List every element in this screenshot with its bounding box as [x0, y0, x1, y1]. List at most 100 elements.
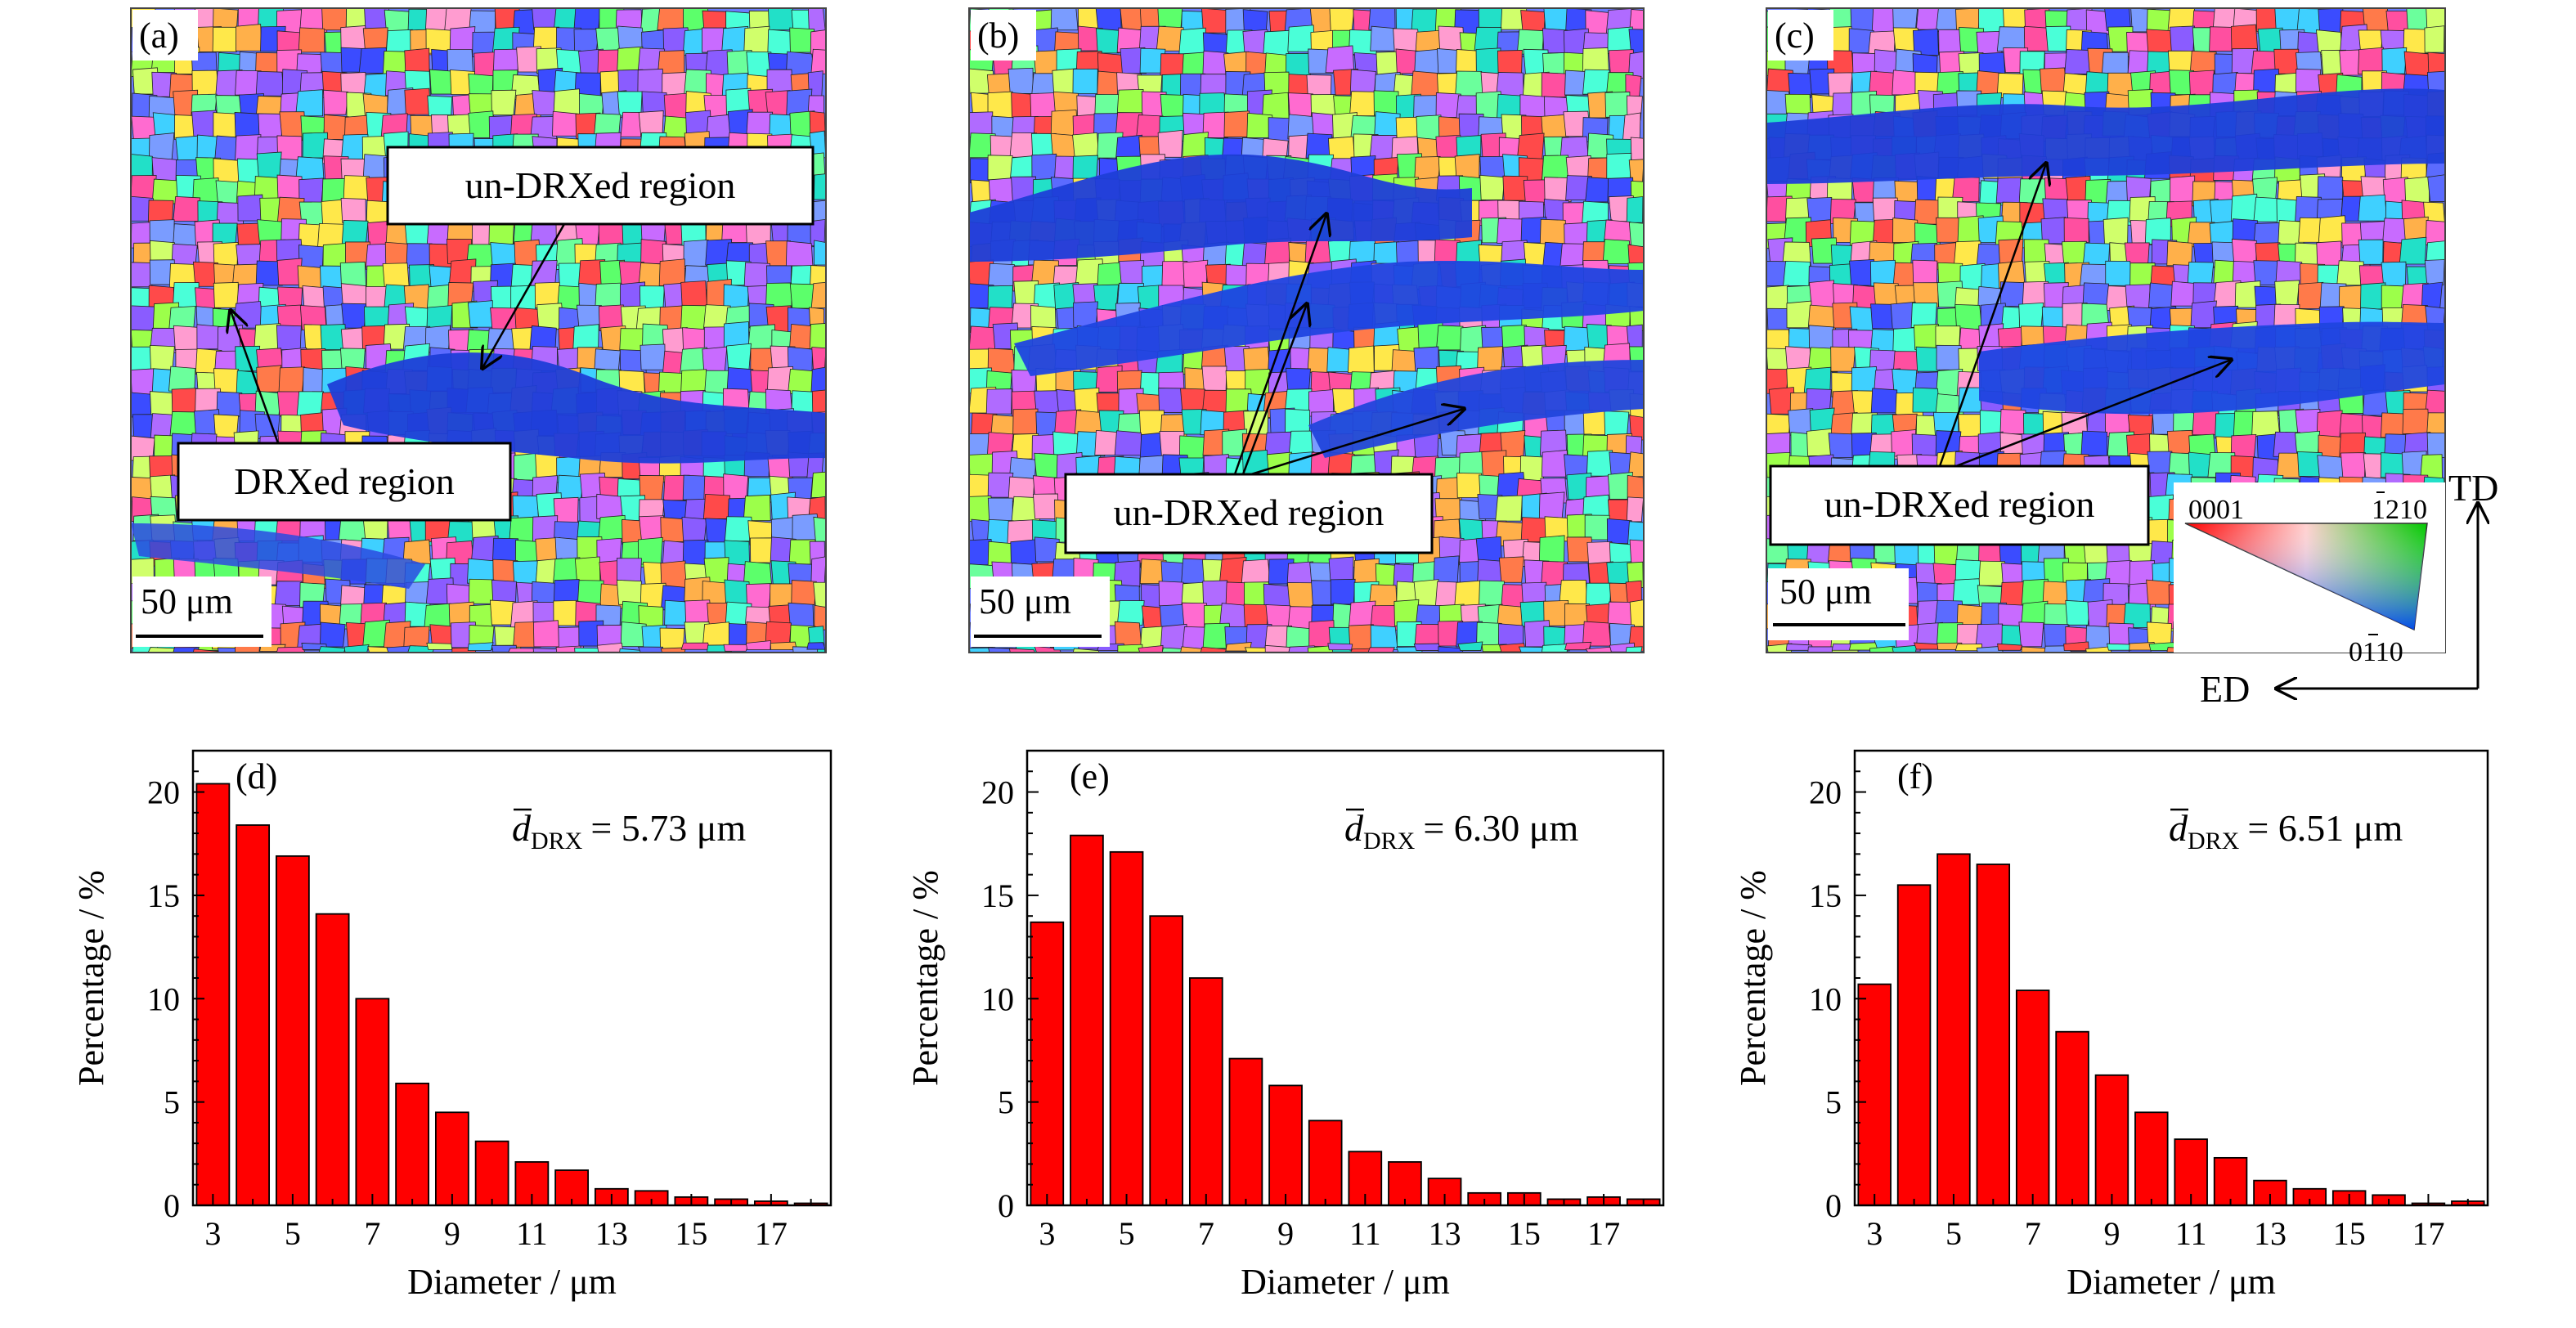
x-tick-label: 5 [285, 1215, 301, 1252]
map-overlay-c: (c) 50 μm un-DRXed region [1766, 7, 2446, 653]
bar-d-4 [236, 824, 271, 1206]
bar-e-10 [1308, 1119, 1343, 1206]
y-axis-label: Percentage / % [71, 870, 111, 1086]
ipf-corner-1210: 1210 [2372, 495, 2427, 525]
bar-e-6 [1149, 915, 1184, 1206]
x-tick-label: 13 [2254, 1215, 2287, 1252]
bar-f-12 [2213, 1156, 2248, 1206]
ebsd-map-a [130, 7, 827, 653]
callout-box-a2 [177, 442, 512, 522]
x-tick-label: 13 [595, 1215, 628, 1252]
y-tick-label: 20 [147, 774, 180, 811]
bar-d-10 [474, 1140, 509, 1206]
bar-e-4 [1070, 834, 1104, 1206]
un-drxed-band-a [131, 352, 826, 589]
callout-text-a2: DRXed region [234, 460, 455, 502]
histogram-e: 3 5 7 9 11 13 15 17 0 5 10 15 20 Diameter / μm Percent… [905, 749, 1665, 1302]
ipf-corner-0001: 0001 [2188, 495, 2244, 525]
map-label-b: (b) [977, 16, 1019, 56]
bar-e-12 [1388, 1161, 1422, 1206]
scale-bar-label-a: 50 μm [141, 581, 233, 621]
x-tick-label: 15 [675, 1215, 707, 1252]
map-overlay-b: (b) 50 μm un-DRXed region [968, 7, 1645, 653]
x-tick-label: 9 [2103, 1215, 2120, 1252]
y-tick-label: 10 [981, 980, 1014, 1017]
histogram-f: 3 5 7 9 11 13 15 17 0 5 10 15 20 Diameter / μm Percent… [1733, 749, 2489, 1302]
bar-d-3 [195, 783, 231, 1206]
x-tick-label: 3 [1039, 1215, 1055, 1252]
x-axis-label: Diameter / μm [407, 1262, 617, 1302]
bar-f-9 [2094, 1074, 2129, 1206]
panel-label: (f) [1897, 756, 1933, 796]
callout-box-b1 [1064, 473, 1434, 554]
x-tick-label: 3 [204, 1215, 221, 1252]
x-tick-label: 11 [1349, 1215, 1381, 1252]
x-tick-label: 7 [2025, 1215, 2041, 1252]
sample-axes: TD ED [2200, 467, 2498, 710]
bar-e-5 [1109, 850, 1144, 1206]
callout-text-b1: un-DRXed region [1114, 491, 1384, 533]
bar-d-5 [275, 855, 310, 1206]
x-tick-label: 13 [1429, 1215, 1461, 1252]
scale-bar-label-b: 50 μm [979, 581, 1071, 621]
ebsd-map-b [968, 7, 1645, 653]
mean-size-annotation: dDRX = 5.73 μm [512, 807, 746, 855]
x-tick-label: 11 [516, 1215, 548, 1252]
y-tick-label: 5 [164, 1084, 180, 1121]
y-axis-label: Percentage / % [1733, 870, 1773, 1086]
y-tick-label: 15 [1809, 877, 1842, 914]
callout-box-a1 [386, 146, 815, 226]
y-tick-label: 5 [998, 1084, 1014, 1121]
bar-f-3 [1857, 983, 1892, 1206]
scale-bar-label-c: 50 μm [1779, 572, 1872, 612]
x-tick-label: 9 [1277, 1215, 1294, 1252]
y-tick-label: 20 [1809, 774, 1842, 811]
un-drxed-band-b [969, 154, 1644, 458]
ipf-color-key: 0001 1210 0110 [2174, 482, 2445, 667]
y-tick-label: 0 [164, 1187, 180, 1224]
x-axis-label: Diameter / μm [1241, 1262, 1450, 1302]
y-tick-label: 10 [147, 980, 180, 1017]
y-tick-label: 15 [147, 877, 180, 914]
x-tick-label: 17 [2412, 1215, 2444, 1252]
bar-e-8 [1228, 1057, 1263, 1206]
bar-d-7 [355, 998, 390, 1206]
x-tick-label: 5 [1119, 1215, 1135, 1252]
mean-size-annotation: dDRX = 6.51 μm [2169, 807, 2403, 855]
y-axis-label: Percentage / % [905, 870, 945, 1086]
x-tick-label: 9 [444, 1215, 460, 1252]
x-tick-label: 7 [1198, 1215, 1214, 1252]
x-tick-label: 5 [1945, 1215, 1962, 1252]
panel-label: (e) [1070, 756, 1110, 796]
bar-e-7 [1188, 977, 1223, 1206]
bar-f-10 [2134, 1111, 2169, 1206]
bar-f-5 [1936, 853, 1971, 1206]
x-tick-label: 15 [1508, 1215, 1541, 1252]
x-axis-label: Diameter / μm [2067, 1262, 2276, 1302]
map-overlay-a: (a) 50 μm un-DRXed region DRXed region [130, 7, 827, 653]
bar-e-3 [1030, 921, 1065, 1206]
bar-d-9 [434, 1111, 469, 1206]
y-tick-label: 10 [1809, 980, 1842, 1017]
ipf-corner-0110: 0110 [2349, 637, 2403, 667]
mean-size-annotation: dDRX = 6.30 μm [1344, 807, 1578, 855]
x-tick-label: 11 [2175, 1215, 2207, 1252]
y-tick-label: 15 [981, 877, 1014, 914]
panel-label: (d) [236, 756, 277, 796]
x-tick-label: 17 [755, 1215, 788, 1252]
histogram-d: 3 5 7 9 11 13 15 17 0 5 10 15 20 Diameter / μm Percent… [71, 749, 832, 1302]
x-tick-label: 15 [2333, 1215, 2366, 1252]
bar-d-8 [395, 1082, 430, 1206]
bar-d-6 [315, 913, 350, 1206]
callout-text-a1: un-DRXed region [465, 164, 736, 206]
bar-f-6 [1976, 864, 2011, 1206]
bar-e-9 [1268, 1084, 1303, 1206]
axis-label-td: TD [2448, 467, 2498, 509]
axis-label-ed: ED [2200, 668, 2250, 710]
bar-f-4 [1896, 884, 1932, 1206]
y-tick-label: 0 [1825, 1187, 1842, 1224]
x-tick-label: 7 [364, 1215, 380, 1252]
map-label-a: (a) [139, 16, 179, 56]
map-label-c: (c) [1775, 16, 1815, 56]
